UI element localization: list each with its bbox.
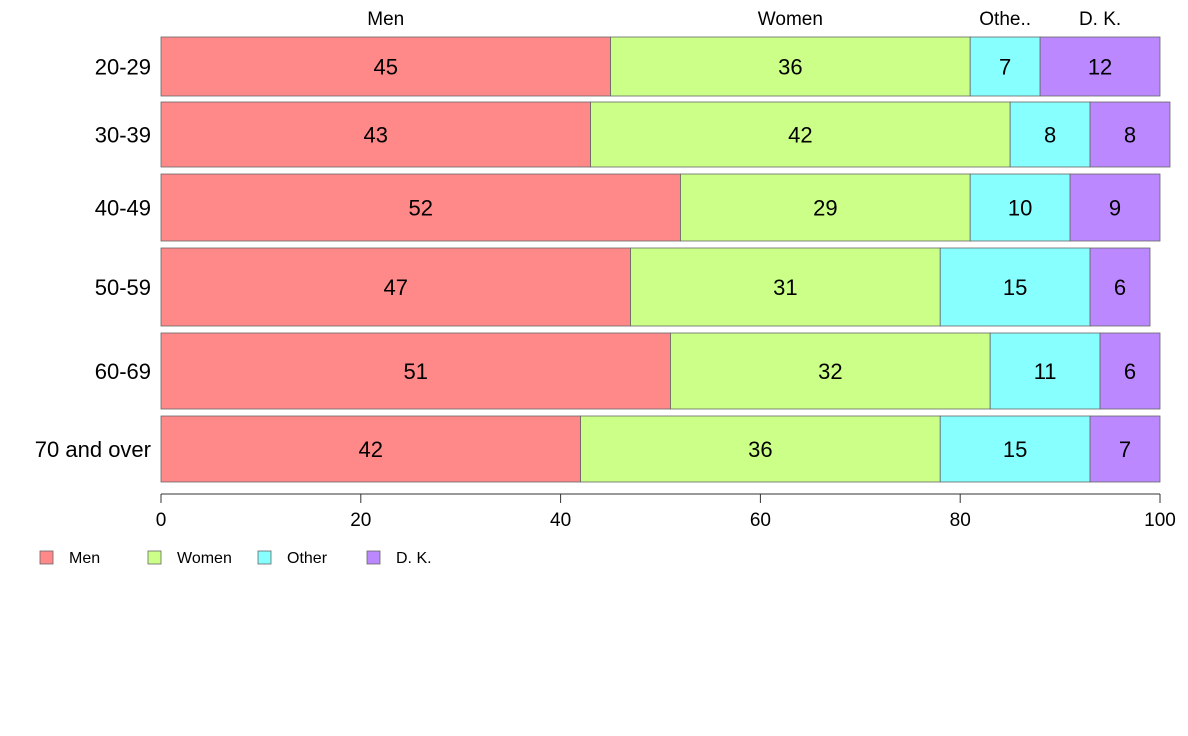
legend-swatch (147, 550, 162, 565)
x-tick-label: 40 (550, 510, 571, 531)
bar-segment (160, 173, 681, 242)
data-label: 9 (1109, 196, 1121, 221)
category-label: 40-49 (95, 196, 151, 221)
bar-segment (939, 415, 1091, 483)
bar-segment (160, 101, 591, 168)
bar-segment (610, 36, 971, 97)
legend-swatch (257, 550, 272, 565)
bar-segment (580, 415, 941, 483)
data-label: 11 (1034, 359, 1057, 384)
bar-segment (1039, 36, 1161, 97)
bar-segment (969, 36, 1041, 97)
data-label: 42 (359, 437, 383, 462)
legend-label: Other (287, 550, 328, 567)
data-label: 15 (1003, 275, 1027, 300)
bar-segment (680, 173, 971, 242)
data-label: 8 (1044, 123, 1056, 148)
data-label: 10 (1008, 196, 1032, 221)
x-axis: 0 20 40 60 80 100 (156, 493, 1176, 531)
legend-swatch (39, 550, 54, 565)
column-labels: Men Women Othe.. D. K. (367, 9, 1121, 30)
x-tick-label: 0 (156, 510, 167, 531)
data-label: 7 (999, 55, 1011, 80)
data-label: 52 (408, 196, 432, 221)
data-label: 47 (384, 275, 408, 300)
column-label: D. K. (1079, 9, 1121, 30)
category-label: 30-39 (95, 123, 151, 148)
x-tick-label: 100 (1144, 510, 1176, 531)
data-label: 15 (1003, 437, 1027, 462)
bar-segment (1089, 101, 1171, 168)
bar-segment (1099, 332, 1161, 410)
x-tick-label: 60 (750, 510, 771, 531)
data-label: 32 (818, 359, 842, 384)
category-label: 20-29 (95, 55, 151, 80)
data-label: 45 (374, 55, 398, 80)
bar-segment (1089, 247, 1151, 327)
data-label: 7 (1119, 437, 1131, 462)
legend: Men Women Other D. K. (39, 550, 432, 567)
x-tick-label: 80 (950, 510, 971, 531)
data-label: 36 (778, 55, 802, 80)
bar-segment (630, 247, 941, 327)
category-label: 60-69 (95, 359, 151, 384)
data-label: 31 (773, 275, 797, 300)
bar-segment (1069, 173, 1161, 242)
bar-segment (670, 332, 991, 410)
data-label: 51 (404, 359, 428, 384)
category-label: 50-59 (95, 275, 151, 300)
bar-segment (1009, 101, 1091, 168)
data-label: 36 (748, 437, 772, 462)
bar-segment (160, 415, 581, 483)
category-label: 70 and over (35, 437, 151, 462)
bar-segment (590, 101, 1011, 168)
data-label: 29 (813, 196, 837, 221)
legend-swatch (366, 550, 381, 565)
data-label: 8 (1124, 123, 1136, 148)
bar-segment (160, 332, 671, 410)
legend-label: D. K. (396, 550, 432, 567)
column-label: Othe.. (979, 9, 1031, 30)
bar-segment (160, 247, 631, 327)
bar-segment (989, 332, 1101, 410)
data-label: 42 (788, 123, 812, 148)
category-labels: 20-29 30-39 40-49 50-59 60-69 70 and over (35, 55, 151, 463)
data-label: 6 (1114, 275, 1126, 300)
column-label: Women (758, 9, 823, 30)
column-label: Men (367, 9, 404, 30)
x-tick-label: 20 (350, 510, 371, 531)
bar-segment (1089, 415, 1161, 483)
data-label: 43 (364, 123, 388, 148)
data-label: 12 (1088, 55, 1112, 80)
bars: 45 36 7 12 43 42 8 8 52 29 10 9 47 31 15 6 51 32 11 6 42 36 15… (160, 36, 1171, 483)
legend-label: Women (177, 550, 232, 567)
bar-segment (939, 247, 1091, 327)
data-label: 6 (1124, 359, 1136, 384)
legend-label: Men (69, 550, 100, 567)
bar-segment (160, 36, 611, 97)
